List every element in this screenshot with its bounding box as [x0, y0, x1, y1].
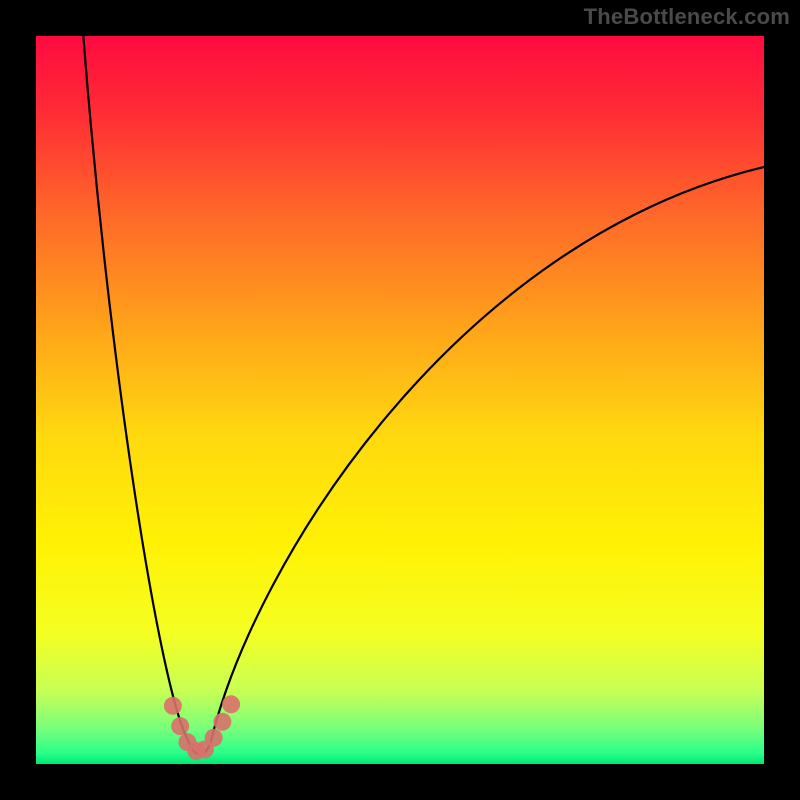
- watermark-text: TheBottleneck.com: [584, 4, 790, 30]
- trough-marker: [164, 697, 182, 715]
- trough-marker: [222, 695, 240, 713]
- trough-marker: [213, 713, 231, 731]
- trough-marker: [205, 729, 223, 747]
- chart-container: TheBottleneck.com: [0, 0, 800, 800]
- trough-marker: [171, 717, 189, 735]
- bottleneck-curve-chart: [0, 0, 800, 800]
